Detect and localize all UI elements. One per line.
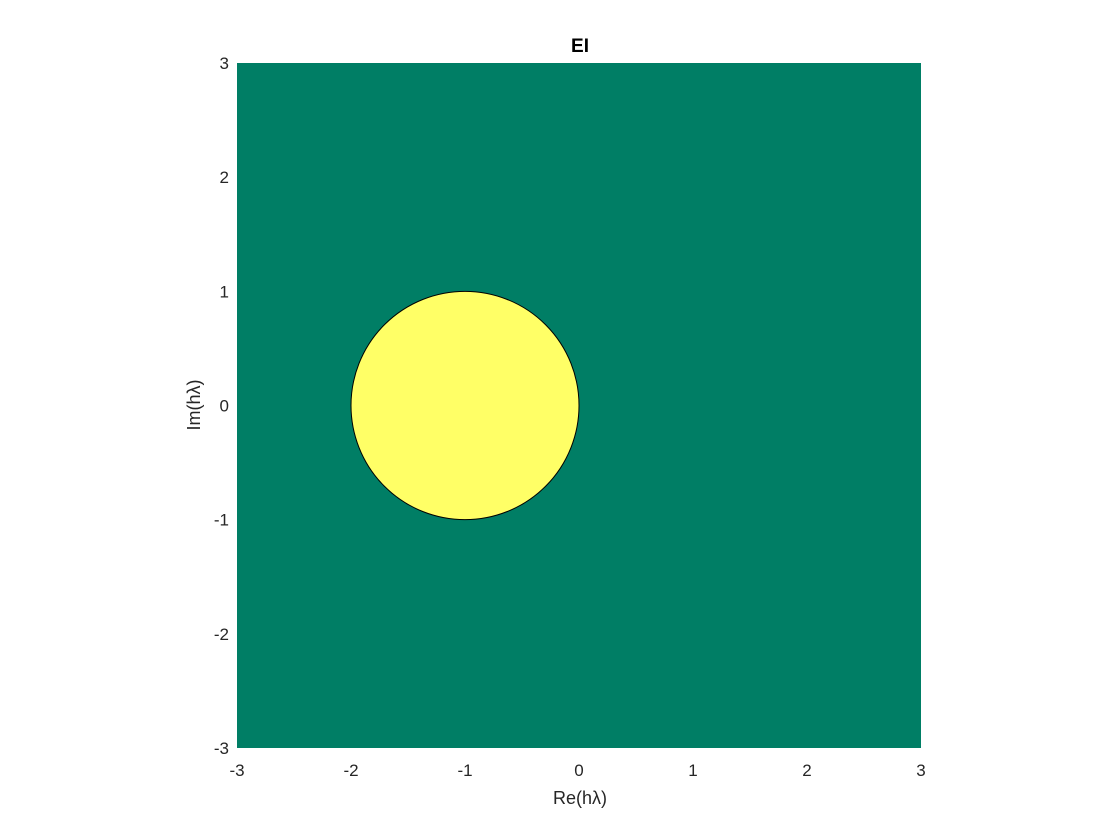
- x-tick-label: 3: [916, 761, 925, 780]
- y-tick-label: -1: [214, 511, 229, 530]
- stability-region-circle: [350, 290, 580, 521]
- y-tick-label: 3: [220, 54, 229, 73]
- y-tick-label: 1: [220, 282, 229, 301]
- x-tick-label: 0: [574, 761, 583, 780]
- y-axis-label: Im(hλ): [184, 380, 204, 431]
- x-tick-label: -1: [457, 761, 472, 780]
- x-tick-label: 2: [802, 761, 811, 780]
- y-tick-label: -2: [214, 625, 229, 644]
- x-axis-label: Re(hλ): [553, 788, 607, 808]
- x-tick-label: 1: [688, 761, 697, 780]
- chart-title: EI: [571, 36, 589, 57]
- y-axis-ticks: -3 -2 -1 0 1 2 3: [214, 54, 229, 758]
- plot-area: [237, 63, 921, 748]
- x-tick-label: -3: [229, 761, 244, 780]
- x-axis-ticks: -3 -2 -1 0 1 2 3: [229, 761, 925, 780]
- x-tick-label: -2: [343, 761, 358, 780]
- y-tick-label: 0: [220, 397, 229, 416]
- y-tick-label: 2: [220, 168, 229, 187]
- y-tick-label: -3: [214, 739, 229, 758]
